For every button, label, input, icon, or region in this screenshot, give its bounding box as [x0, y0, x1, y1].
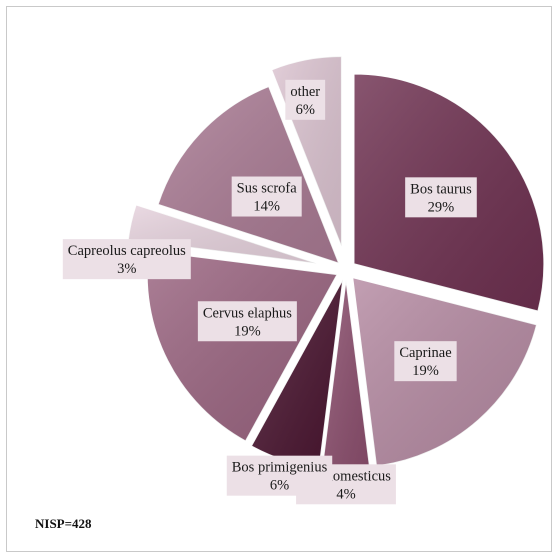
label-background [197, 301, 297, 342]
label-cervus-elaphus: Cervus elaphus 19% [197, 301, 297, 342]
label-other: other 6% [285, 79, 326, 120]
label-background [394, 341, 457, 382]
label-background [285, 79, 326, 120]
label-background [62, 239, 191, 280]
label-sus-scrofa: Sus scrofa 14% [231, 176, 302, 217]
slice-label: Cervus elaphus [203, 305, 292, 321]
pie-slices [127, 55, 545, 471]
slice-shade-bos-primigenius [251, 279, 343, 469]
slice-value-label: 6% [270, 478, 289, 494]
slice-value-label: 6% [296, 102, 315, 118]
nisp-note: NISP=428 [35, 516, 92, 531]
slice-label: Sus scrofa [237, 181, 298, 197]
label-background [405, 177, 477, 218]
label-background [226, 455, 333, 496]
label-bos-primigenius: Bos primigenius 6% [226, 455, 333, 496]
slice-value-label: 29% [428, 199, 455, 215]
slice-shade-sus-domesticus [322, 280, 370, 471]
slice-label: Caprinae [399, 345, 451, 361]
slice-shade-sus-scrofa [158, 86, 339, 264]
slice-label: Bos primigenius [232, 460, 328, 476]
slice-shade-cervus-elaphus [147, 250, 338, 442]
label-capreolus-capreolus: Capreolus capreolus 3% [62, 239, 191, 280]
label-background [231, 176, 302, 217]
slice-value-label: 3% [117, 261, 136, 277]
slice-value-label: 4% [336, 486, 355, 502]
label-caprinae: Caprinae 19% [394, 341, 457, 382]
slice-label: Capreolus capreolus [68, 243, 186, 259]
slice-label: Bos taurus [410, 181, 472, 197]
slice-value-label: 19% [234, 323, 261, 339]
slice-value-label: 19% [412, 363, 439, 379]
slice-value-label: 14% [253, 199, 280, 215]
label-bos-taurus: Bos taurus 29% [405, 177, 477, 218]
slice-shade-capreolus-capreolus [128, 204, 317, 264]
slice-label: other [290, 84, 320, 100]
